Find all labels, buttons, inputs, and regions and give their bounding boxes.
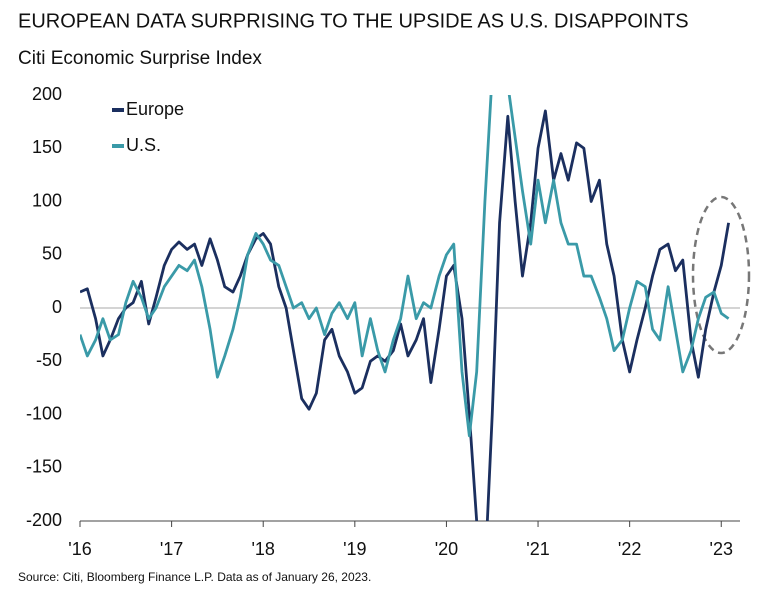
chart-title: EUROPEAN DATA SURPRISING TO THE UPSIDE A… [18, 10, 689, 32]
legend-label: U.S. [126, 135, 161, 155]
x-tick-label: '18 [251, 539, 274, 559]
x-tick-label: '16 [68, 539, 91, 559]
y-tick-label: 50 [42, 244, 62, 264]
x-tick-label: '20 [435, 539, 458, 559]
y-tick-label: 150 [32, 137, 62, 157]
y-tick-label: 100 [32, 190, 62, 210]
y-tick-label: -50 [36, 350, 62, 370]
line-series [80, 95, 730, 438]
y-tick-label: 0 [52, 297, 62, 317]
source: Source: Citi, Bloomberg Finance L.P. Dat… [18, 570, 371, 584]
y-tick-label: -100 [26, 403, 62, 423]
line-series [80, 109, 730, 521]
chart-subtitle: Citi Economic Surprise Index [18, 48, 262, 69]
plot-area [80, 95, 730, 521]
y-tick-label: -150 [26, 457, 62, 477]
legend-label: Europe [126, 99, 184, 119]
x-tick-label: '17 [160, 539, 183, 559]
x-tick-label: '23 [710, 539, 733, 559]
x-tick-label: '22 [618, 539, 641, 559]
y-tick-label: -200 [26, 510, 62, 530]
x-tick-label: '21 [526, 539, 549, 559]
y-tick-label: 200 [32, 84, 62, 104]
highlight-ellipse [691, 195, 751, 355]
x-tick-label: '19 [343, 539, 366, 559]
